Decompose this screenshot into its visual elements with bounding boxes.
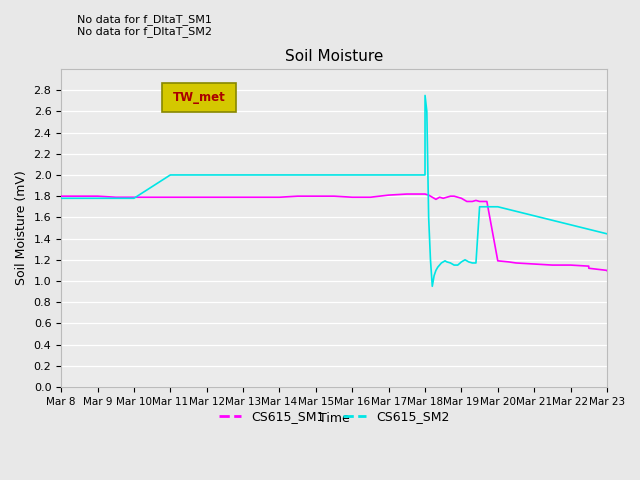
FancyBboxPatch shape <box>162 83 236 112</box>
X-axis label: Time: Time <box>319 412 349 425</box>
Legend: CS615_SM1, CS615_SM2: CS615_SM1, CS615_SM2 <box>214 406 454 429</box>
Text: No data for f_DltaT_SM2: No data for f_DltaT_SM2 <box>77 25 212 36</box>
Title: Soil Moisture: Soil Moisture <box>285 48 383 63</box>
Y-axis label: Soil Moisture (mV): Soil Moisture (mV) <box>15 170 28 285</box>
Text: No data for f_DltaT_SM1: No data for f_DltaT_SM1 <box>77 13 212 24</box>
Text: TW_met: TW_met <box>173 91 225 104</box>
